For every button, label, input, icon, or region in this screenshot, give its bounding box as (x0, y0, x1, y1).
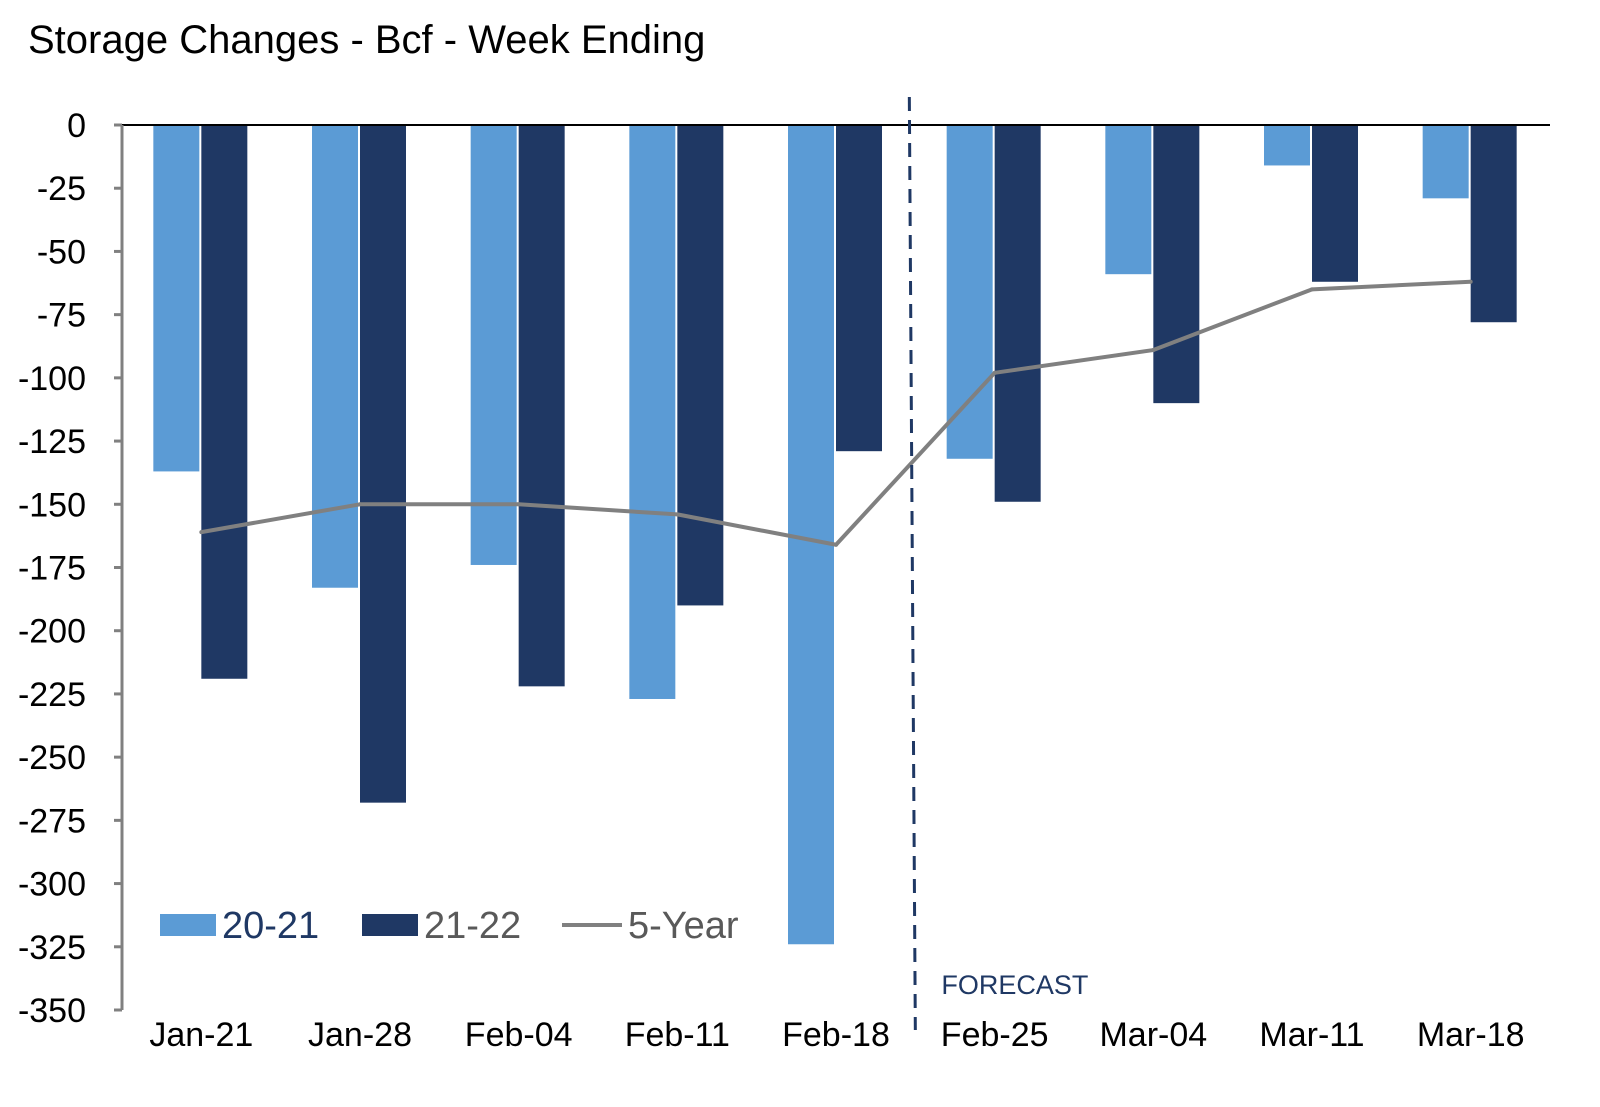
x-tick-label: Feb-18 (782, 1016, 890, 1054)
legend-label-5-Year: 5-Year (628, 905, 739, 947)
line-point-Mar-11 (1310, 287, 1314, 292)
bar-20-21-Mar-04 (1105, 125, 1152, 275)
y-tick-label: -50 (37, 233, 86, 271)
y-tick-label: -225 (18, 676, 86, 714)
y-tick-label: -275 (18, 802, 86, 840)
y-tick-label: -325 (18, 929, 86, 967)
line-point-Feb-11 (675, 512, 680, 517)
bar-20-21-Feb-11 (629, 125, 676, 699)
bar-21-22-Feb-04 (518, 125, 565, 687)
x-tick-label: Jan-28 (308, 1016, 412, 1054)
bar-20-21-Feb-04 (470, 125, 517, 565)
line-point-Mar-18 (1468, 279, 1473, 284)
x-tick-label: Mar-04 (1099, 1016, 1207, 1054)
y-tick-label: 0 (67, 107, 86, 145)
bar-21-22-Mar-04 (1153, 125, 1200, 404)
line-point-Jan-21 (199, 530, 204, 535)
bar-21-22-Jan-28 (360, 125, 406, 803)
y-tick-label: -250 (18, 739, 86, 777)
x-tick-label: Jan-21 (149, 1016, 253, 1054)
legend-swatch-21-22 (362, 914, 418, 936)
y-tick-label: -300 (18, 866, 86, 904)
line-point-Mar-04 (1151, 348, 1156, 353)
x-tick-label: Feb-25 (941, 1016, 1049, 1054)
y-tick-label: -350 (18, 992, 86, 1030)
x-tick-label: Mar-18 (1417, 1016, 1525, 1054)
bar-21-22-Feb-11 (677, 125, 724, 606)
y-tick-label: -125 (18, 423, 86, 461)
bar-21-22-Mar-18 (1470, 125, 1517, 323)
y-tick-label: -150 (18, 486, 86, 524)
legend-label-20-21: 20-21 (222, 905, 319, 947)
line-point-Feb-25 (992, 370, 997, 375)
bar-20-21-Feb-18 (788, 125, 834, 945)
forecast-divider (907, 96, 917, 1031)
y-tick-label: -75 (37, 297, 86, 335)
legend-swatch-20-21 (160, 914, 216, 936)
y-tick-label: -100 (18, 360, 86, 398)
bar-20-21-Jan-28 (312, 125, 358, 588)
y-tick-label: -200 (18, 613, 86, 651)
forecast-label: FORECAST (941, 970, 1088, 1000)
x-tick-label: Feb-04 (465, 1016, 573, 1054)
line-point-Jan-28 (358, 502, 362, 507)
y-tick-label: -25 (37, 170, 86, 208)
bar-21-22-Feb-25 (994, 125, 1041, 502)
bar-20-21-Mar-11 (1264, 125, 1310, 166)
bar-21-22-Jan-21 (201, 125, 248, 679)
legend-label-21-22: 21-22 (424, 905, 521, 947)
line-point-Feb-04 (516, 502, 521, 507)
bar-20-21-Mar-18 (1422, 125, 1469, 199)
x-tick-label: Mar-11 (1259, 1016, 1364, 1054)
y-tick-label: -175 (18, 550, 86, 588)
chart-title: Storage Changes - Bcf - Week Ending (28, 18, 706, 62)
line-point-Feb-18 (834, 542, 838, 547)
bar-20-21-Jan-21 (153, 125, 200, 472)
bar-21-22-Feb-18 (836, 125, 882, 452)
x-tick-label: Feb-11 (625, 1016, 730, 1054)
bar-20-21-Feb-25 (946, 125, 993, 459)
bar-21-22-Mar-11 (1312, 125, 1358, 282)
